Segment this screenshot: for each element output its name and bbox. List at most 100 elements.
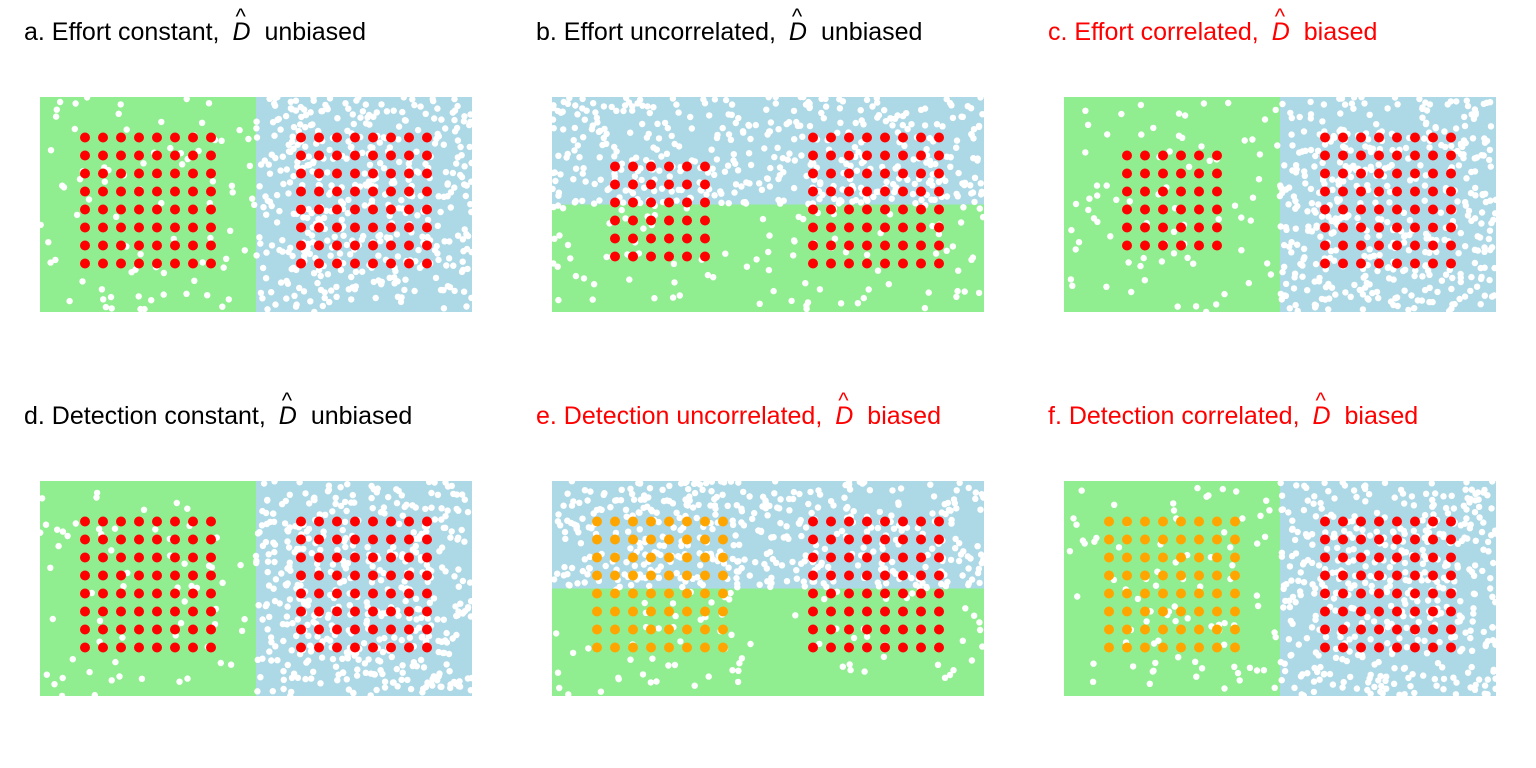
detector-dot — [592, 570, 602, 581]
animal-dot — [322, 511, 329, 518]
detector-dot — [368, 186, 378, 197]
detector-dot — [422, 552, 432, 563]
animal-dot — [908, 574, 915, 582]
animal-dot — [459, 236, 467, 243]
animal-dot — [591, 180, 598, 188]
animal-dot — [1428, 481, 1435, 487]
animal-dot — [653, 678, 660, 685]
animal-dot — [1422, 99, 1429, 106]
animal-dot — [304, 245, 311, 252]
animal-dot — [1295, 641, 1302, 648]
detector-dot — [170, 240, 180, 251]
animal-dot — [1113, 196, 1120, 203]
animal-dot — [451, 97, 458, 103]
animal-dot — [423, 528, 430, 535]
detector-dot — [188, 516, 198, 527]
animal-dot — [404, 676, 411, 684]
detector-dot — [664, 197, 674, 208]
detector-dot — [98, 516, 108, 527]
animal-dot — [863, 251, 871, 258]
animal-dot — [278, 570, 285, 577]
animal-dot — [47, 147, 55, 154]
animal-dot — [362, 101, 369, 108]
animal-dot — [1434, 659, 1442, 667]
animal-dot — [816, 640, 823, 648]
detector-dot — [664, 534, 674, 545]
animal-dot — [837, 300, 845, 307]
detector-dot — [1428, 258, 1438, 269]
detector-dot — [296, 168, 306, 179]
animal-dot — [1288, 577, 1295, 584]
animal-dot — [1301, 254, 1308, 261]
animal-dot — [977, 191, 984, 198]
animal-dot — [263, 211, 270, 218]
density-estimate-symbol: D — [279, 383, 297, 434]
title-suffix: unbiased — [820, 18, 923, 46]
animal-dot — [308, 232, 316, 239]
animal-dot — [702, 481, 710, 487]
animal-dot — [1311, 590, 1318, 597]
animal-dot — [306, 161, 313, 169]
detector-dot — [296, 624, 306, 635]
detector-dot — [188, 552, 198, 563]
animal-dot — [1184, 254, 1191, 261]
animal-dot — [1410, 527, 1417, 534]
animal-dot — [1350, 487, 1358, 494]
animal-dot — [1418, 297, 1426, 304]
animal-dot — [1345, 212, 1352, 219]
animal-dot — [687, 113, 694, 121]
animal-dot — [259, 542, 267, 549]
animal-dot — [343, 155, 350, 162]
detector-dot — [404, 570, 414, 581]
detector-dot — [206, 516, 216, 527]
animal-dot — [1484, 492, 1491, 499]
animal-dot — [818, 97, 825, 102]
detector-dot — [1392, 588, 1402, 599]
detector-dot — [1356, 240, 1366, 251]
animal-dot — [264, 496, 271, 504]
animal-dot — [1463, 515, 1470, 522]
animal-dot — [424, 216, 432, 224]
animal-dot — [343, 507, 350, 515]
animal-dot — [928, 196, 935, 203]
animal-dot — [1271, 629, 1278, 636]
animal-dot — [1107, 233, 1114, 240]
animal-dot — [345, 686, 353, 693]
animal-dot — [363, 620, 370, 627]
animal-dot — [669, 294, 677, 301]
detector-dot — [934, 168, 944, 179]
animal-dot — [1454, 618, 1461, 625]
animal-dot — [677, 554, 684, 561]
animal-dot — [1468, 486, 1475, 493]
detector-dot — [1374, 534, 1384, 545]
animal-dot — [818, 559, 825, 566]
animal-dot — [898, 527, 905, 534]
detector-dot — [898, 150, 908, 161]
animal-dot — [424, 615, 432, 622]
animal-dot — [1359, 526, 1366, 534]
detector-dot — [134, 186, 144, 197]
animal-dot — [368, 197, 376, 204]
animal-dot — [854, 300, 862, 307]
detector-dot — [1356, 222, 1366, 233]
animal-dot — [673, 197, 680, 204]
animal-dot — [854, 562, 862, 569]
detector-dot — [296, 132, 306, 143]
animal-dot — [1467, 684, 1474, 691]
animal-dot — [1315, 562, 1323, 569]
animal-dot — [447, 189, 455, 196]
animal-dot — [636, 571, 644, 578]
detector-dot — [134, 606, 144, 617]
animal-dot — [302, 124, 309, 131]
animal-dot — [818, 109, 825, 117]
animal-dot — [1128, 288, 1135, 296]
animal-dot — [655, 625, 662, 632]
detector-dot — [188, 588, 198, 599]
animal-dot — [1414, 636, 1422, 643]
animal-dot — [1336, 97, 1343, 102]
animal-dot — [875, 583, 883, 590]
detector-dot — [188, 150, 198, 161]
animal-dot — [643, 156, 650, 164]
